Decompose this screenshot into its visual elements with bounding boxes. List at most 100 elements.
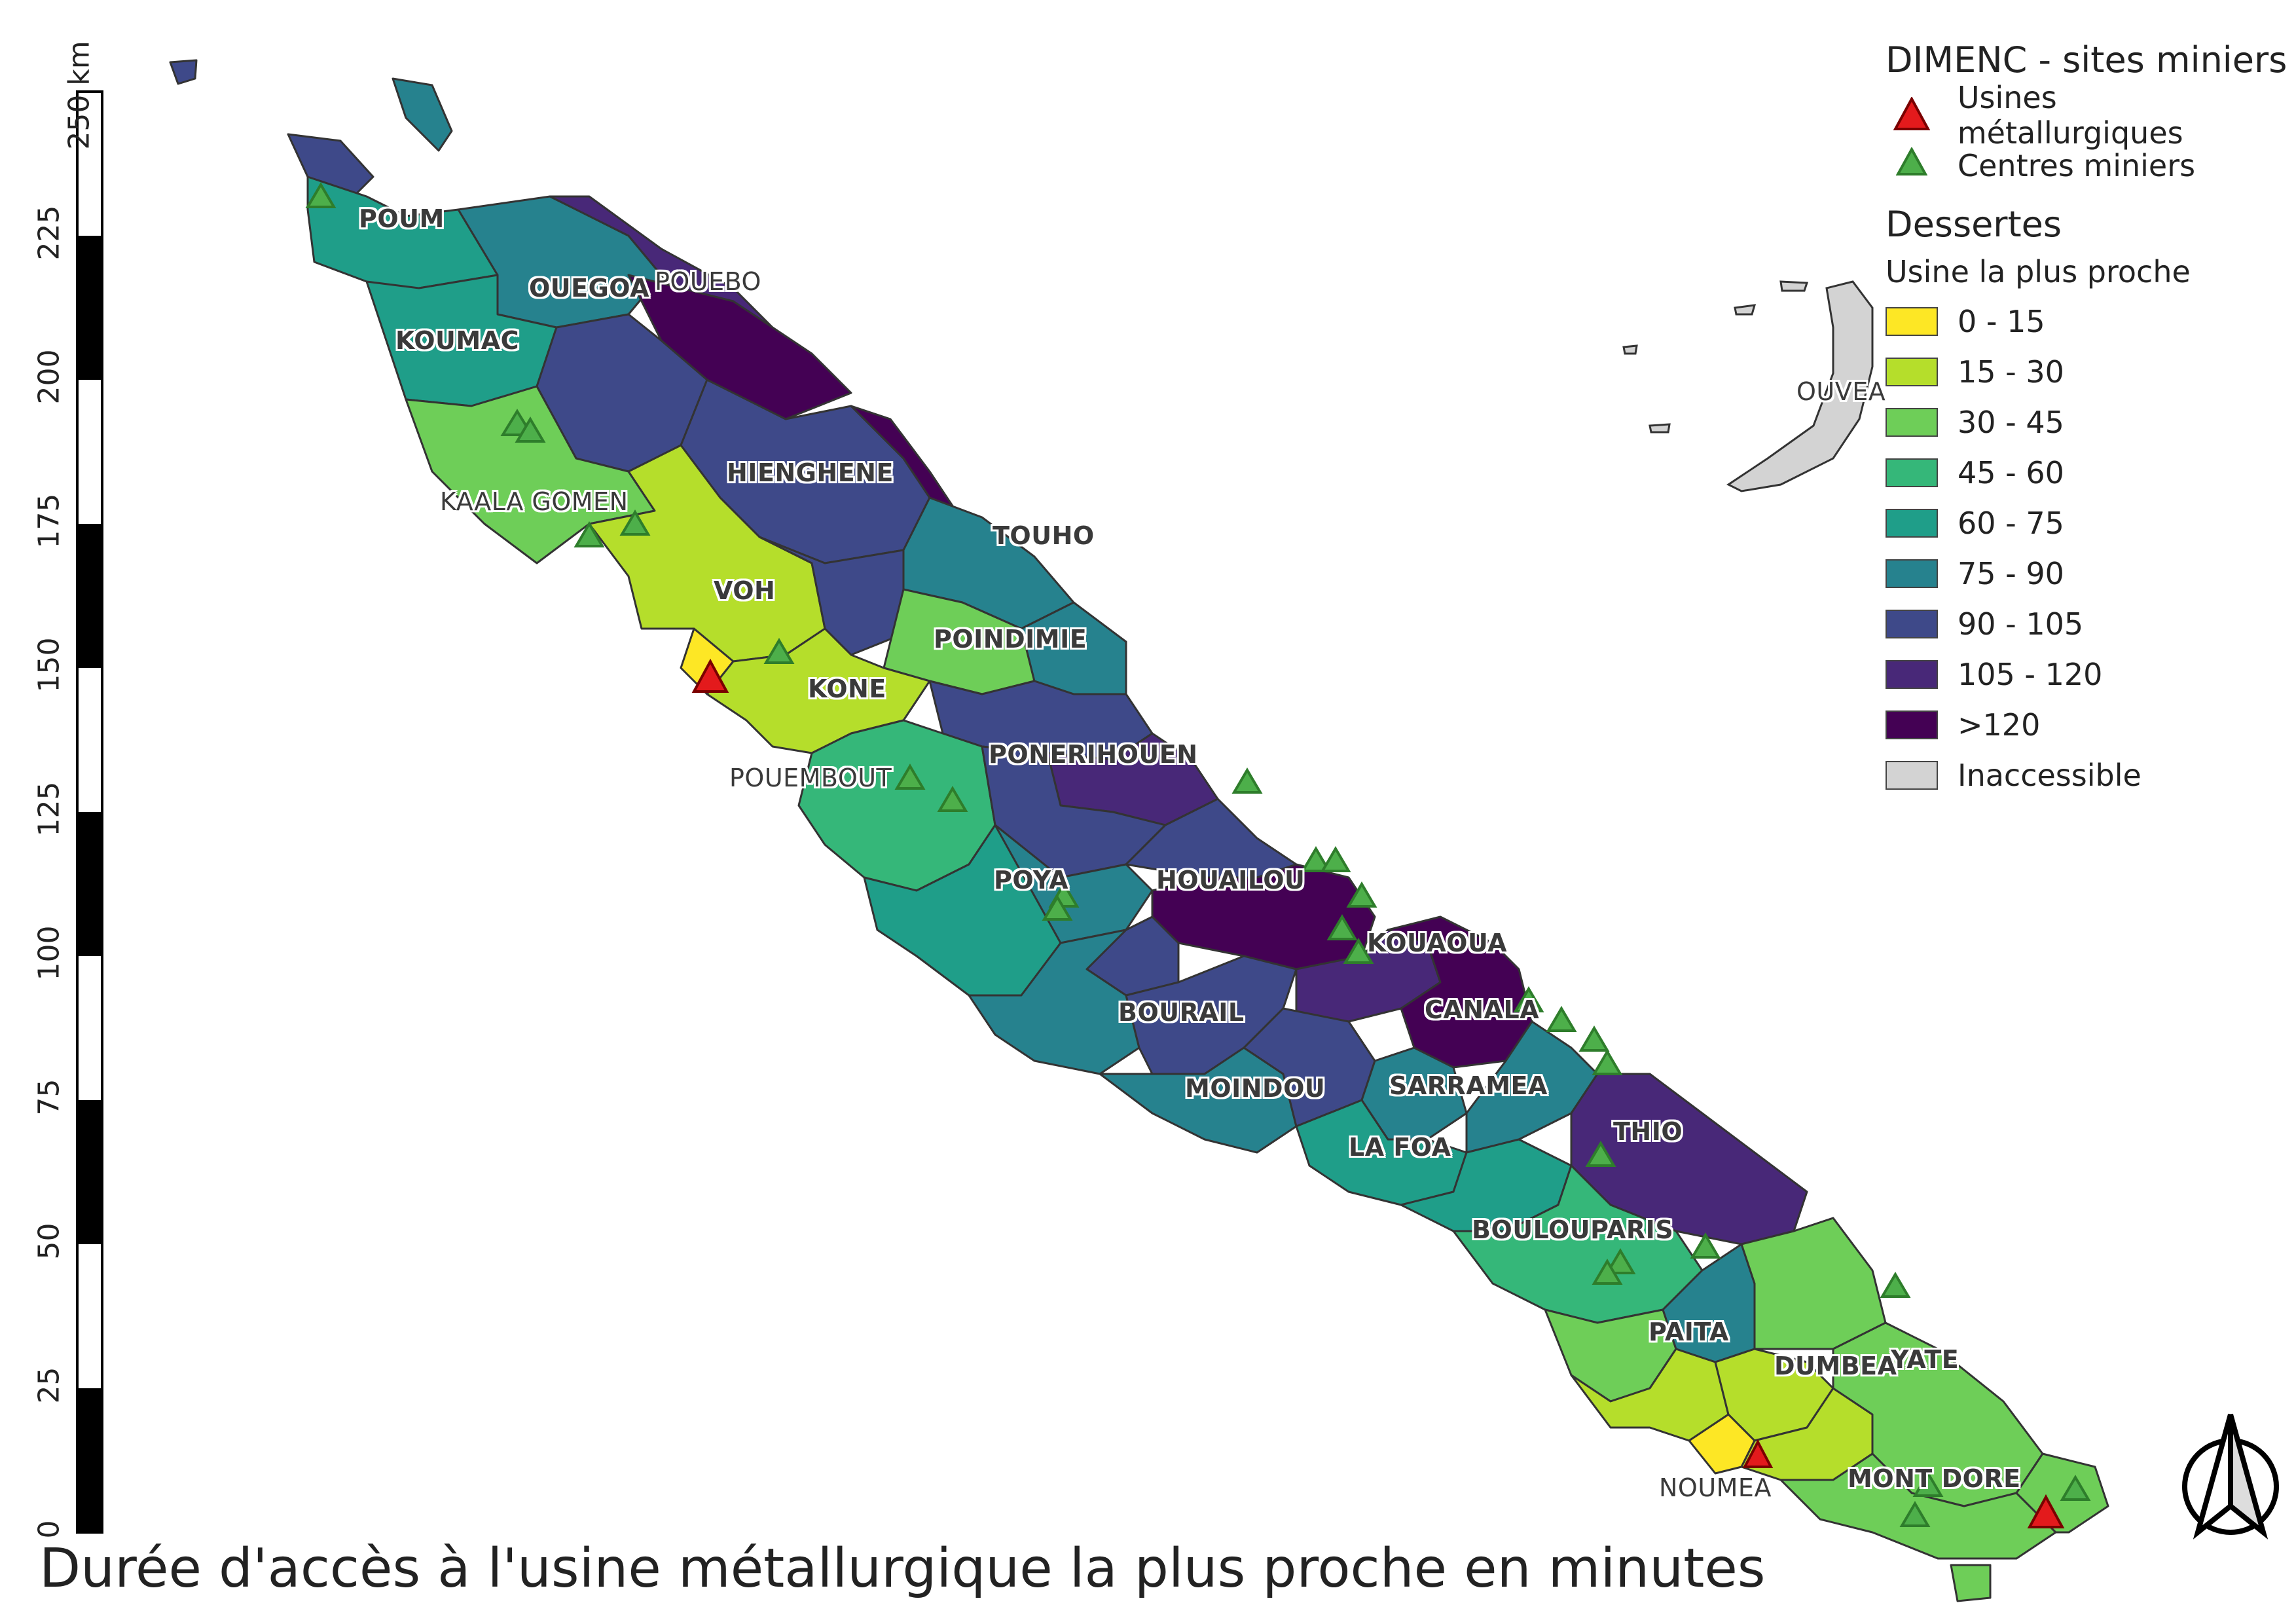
place-label-yate: YATE [1891,1345,1959,1374]
centre-marker [1231,767,1263,794]
legend-class-item: 90 - 105 [1886,599,2291,649]
north-arrow-icon [2182,1413,2279,1540]
centre-marker [1042,895,1073,921]
place-label-thio: THIO [1613,1117,1683,1146]
centre-marker [1578,1025,1610,1052]
scale-bar [76,90,103,1534]
centre-marker [1592,1259,1623,1285]
centre-marker [763,638,795,664]
usine-koniambo-marker [691,658,729,693]
legend-class-item: Inaccessible [1886,750,2291,800]
region-ile-ouen [1950,1564,1992,1602]
centre-marker [1513,986,1544,1012]
legend-swatch [1886,659,1938,689]
place-label-voh: VOH [714,576,776,605]
centre-marker [1346,881,1377,908]
legend-swatch [1886,357,1938,386]
legend-class-item: 15 - 30 [1886,346,2291,397]
place-label-noumea: NOUMEA [1659,1473,1772,1502]
place-label-houailou: HOUAILOU [1156,866,1305,895]
legend-class-item: 30 - 45 [1886,397,2291,447]
legend-class-item: 75 - 90 [1886,548,2291,599]
place-label-poindimie: POINDIMIE [934,625,1087,654]
legend-usines: Usines métallurgiques [1886,80,2291,151]
centre-marker [305,182,337,208]
usine-doniambo-marker [1742,1439,1774,1468]
region-ile-baaba [392,77,453,152]
legend-dessertes-title: Dessertes [1886,204,2062,245]
legend-class-item: 60 - 75 [1886,498,2291,548]
legend-centres-label: Centres miniers [1958,147,2196,183]
legend-class-label: 105 - 120 [1958,656,2103,692]
legend-usine-sub: Usine la plus proche [1886,254,2191,289]
legend-swatch [1886,458,1938,487]
scale-tick: 25 [32,1367,66,1404]
centre-marker [1546,1006,1577,1032]
usine-goro-marker [2027,1494,2065,1528]
centre-marker [2060,1475,2091,1501]
scale-tick: 50 [32,1223,66,1260]
place-label-sarramea: SARRAMEA [1389,1071,1548,1100]
legend-class-label: >120 [1958,707,2041,743]
legend-swatch [1886,609,1938,638]
place-label-kaala-gomen: KAALA GOMEN [440,487,629,516]
grande-terre [169,59,2109,1602]
centre-marker [937,786,968,812]
centre-marker [1320,846,1351,872]
place-label-mont-dore: MONT DORE [1848,1464,2021,1493]
centre-marker [1605,1248,1636,1274]
centre-marker [1300,846,1332,872]
place-label-pouembout: POUEMBOUT [729,764,892,792]
scale-tick: 100 [32,925,66,981]
place-label-poya: POYA [994,866,1069,895]
centre-marker [894,764,926,790]
centre-marker [619,509,651,536]
legend-class-label: 90 - 105 [1958,606,2084,642]
legend-class-item: 105 - 120 [1886,649,2291,699]
place-label-moindou: MOINDOU [1185,1074,1326,1103]
centre-marker [515,416,546,443]
legend-class-label: 45 - 60 [1958,454,2064,490]
legend-swatch [1886,407,1938,437]
place-label-koumac: KOUMAC [395,326,520,355]
centre-marker [1899,1501,1931,1527]
place-label-kouaoua: KOUAOUA [1367,929,1508,957]
legend-swatch [1886,710,1938,739]
place-label-pouebo: POUEBO [655,267,761,296]
scale-tick: 75 [32,1079,66,1116]
place-label-ponerihouen: PONERIHOUEN [989,740,1198,769]
legend-class-item: >120 [1886,699,2291,750]
region-belep [169,59,198,85]
centre-marker [1592,1049,1623,1075]
mining-centres [305,182,2091,1527]
scale-tick: 175 [32,493,66,549]
legend-class-label: Inaccessible [1958,757,2141,793]
scale-tick: 125 [32,781,66,837]
legend-class-label: 30 - 45 [1958,404,2064,440]
region-boulouparis [1452,1164,1704,1324]
centre-marker [1326,914,1358,940]
place-label-touho: TOUHO [993,521,1095,550]
place-label-hienghene: HIENGHENE [727,458,894,487]
centre-marker [1880,1272,1911,1298]
region-canala [1387,915,1533,1069]
place-label-la-foa: LA FOA [1349,1133,1451,1162]
place-label-poum: POUM [359,204,445,233]
place-label-boulouparis: BOULOUPARIS [1472,1215,1674,1244]
legend-swatch [1886,760,1938,790]
place-label-kone: KONE [808,674,886,703]
legend-class-label: 0 - 15 [1958,303,2045,339]
centre-marker [574,521,605,547]
centre-marker [1690,1232,1721,1259]
legend-class-label: 60 - 75 [1958,505,2064,541]
legend-swatch [1886,508,1938,538]
legend-class-item: 0 - 15 [1886,296,2291,346]
legend-usines-label: Usines métallurgiques [1957,79,2183,151]
scale-tick: 200 [32,349,66,405]
scale-tick: 150 [32,637,66,693]
place-label-canala: CANALA [1425,995,1540,1024]
scale-tick: 225 [32,205,66,261]
centre-marker [1343,938,1374,964]
legend-class-label: 75 - 90 [1958,555,2064,591]
legend-classes: 0 - 15 15 - 30 30 - 45 45 - 60 60 - 75 75 - 9… [1886,296,2291,800]
